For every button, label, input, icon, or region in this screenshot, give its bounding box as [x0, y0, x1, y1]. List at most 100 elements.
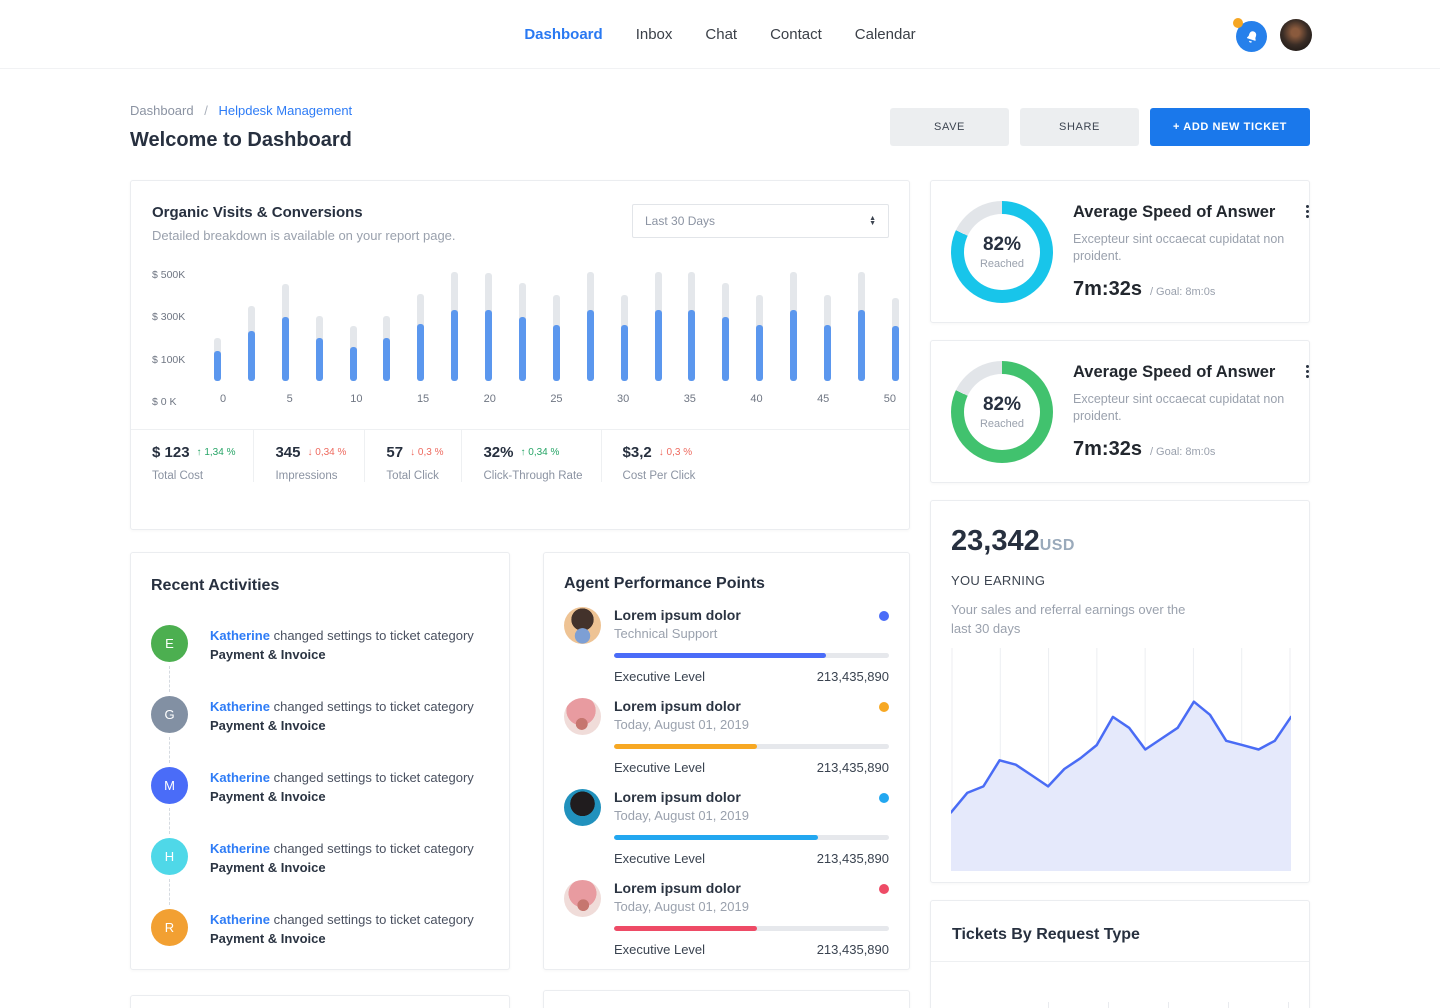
- avg-speed-card-cyan: 82% Reached Average Speed of Answer Exce…: [930, 180, 1310, 323]
- stat-delta: ↓ 0,34 %: [307, 447, 347, 458]
- activity-category: Payment & Invoice: [210, 931, 326, 946]
- bar: [383, 316, 391, 381]
- stat-value: $ 123: [152, 444, 190, 461]
- kebab-menu-icon[interactable]: [1304, 203, 1311, 220]
- agent-name: Lorem ipsum dolor: [614, 698, 741, 714]
- stat-label: Total Click: [386, 470, 439, 482]
- agent-points: 213,435,890: [816, 760, 889, 775]
- earnings-amount: 23,342: [951, 525, 1040, 557]
- progress-bar: [614, 926, 889, 931]
- speed-goal: / Goal: 8m:0s: [1149, 446, 1216, 458]
- stat-label: Cost Per Click: [622, 470, 696, 482]
- activity-user-link[interactable]: Katherine: [210, 770, 270, 785]
- agent-name: Lorem ipsum dolor: [614, 880, 741, 896]
- bar: [857, 272, 865, 381]
- avatar: [564, 880, 601, 917]
- avg-speed-card-green: 82% Reached Average Speed of Answer Exce…: [930, 340, 1310, 483]
- stat-value: 32%: [483, 444, 514, 461]
- breadcrumb-helpdesk[interactable]: Helpdesk Management: [218, 103, 353, 118]
- nav-dashboard[interactable]: Dashboard: [524, 25, 603, 43]
- breadcrumb: Dashboard / Helpdesk Management: [130, 103, 352, 118]
- speed-value: 7m:32s: [1073, 278, 1142, 300]
- agent-subtitle: Today, August 01, 2019: [614, 899, 749, 914]
- bar: [586, 272, 594, 381]
- organic-stats-row: $ 123 ↑ 1,34 % Total Cost 345 ↓ 0,34 % I…: [131, 429, 909, 482]
- list-item: H Katherine changed settings to ticket c…: [151, 838, 489, 905]
- period-dropdown[interactable]: Last 30 Days ▲ ▼: [632, 204, 889, 238]
- agent-name: Lorem ipsum dolor: [614, 607, 741, 623]
- bar: [688, 272, 696, 381]
- stat-delta: ↑ 1,34 %: [196, 447, 236, 458]
- bar: [349, 326, 357, 381]
- card-title: Tickets By Request Type: [952, 926, 1140, 943]
- progress-bar: [614, 653, 889, 658]
- activity-user-link[interactable]: Katherine: [210, 841, 270, 856]
- divider: [931, 961, 1309, 962]
- avatar: G: [151, 696, 188, 733]
- bar: [620, 294, 628, 381]
- add-new-ticket-button[interactable]: + ADD NEW TICKET: [1150, 108, 1310, 146]
- activity-text: Katherine changed settings to ticket cat…: [210, 841, 474, 875]
- share-button[interactable]: SHARE: [1020, 108, 1139, 146]
- list-item: E Katherine changed settings to ticket c…: [151, 625, 489, 692]
- organic-x-labels: 0 5 10 15 20 25 30 35 40 45 50: [219, 393, 896, 405]
- page-actions: SAVE SHARE + ADD NEW TICKET: [890, 108, 1310, 152]
- stat-value: 57: [386, 444, 404, 461]
- earnings-line-chart: [951, 648, 1291, 871]
- breadcrumb-dashboard[interactable]: Dashboard: [130, 103, 194, 118]
- organic-y-labels: $ 500K $ 300K $ 100K $ 0 K: [152, 269, 186, 408]
- stat-total-cost: $ 123 ↑ 1,34 % Total Cost: [131, 430, 253, 482]
- donut-reached-label: Reached: [979, 258, 1025, 270]
- list-item: R Katherine changed settings to ticket c…: [151, 909, 489, 948]
- status-dot: [879, 793, 889, 803]
- nav-contact[interactable]: Contact: [770, 25, 822, 43]
- bar: [315, 316, 323, 381]
- activity-text: Katherine changed settings to ticket cat…: [210, 699, 474, 733]
- kebab-menu-icon[interactable]: [1304, 363, 1311, 380]
- nav-chat[interactable]: Chat: [705, 25, 738, 43]
- earnings-description: Your sales and referral earnings over th…: [951, 602, 1186, 636]
- stat-cost-per-click: $3,2 ↓ 0,3 % Cost Per Click: [600, 430, 714, 482]
- progress-bar: [614, 744, 889, 749]
- activity-user-link[interactable]: Katherine: [210, 628, 270, 643]
- speed-value: 7m:32s: [1073, 438, 1142, 460]
- stat-value: $3,2: [622, 444, 652, 461]
- notifications-button[interactable]: [1233, 18, 1267, 52]
- donut-percent: 82%: [982, 234, 1022, 255]
- bar: [214, 337, 221, 381]
- card-title: Average Speed of Answer: [1073, 203, 1276, 221]
- earnings-label: YOU EARNING: [951, 573, 1046, 588]
- list-item: M Katherine changed settings to ticket c…: [151, 767, 489, 834]
- agent-subtitle: Technical Support: [614, 626, 718, 641]
- activity-category: Payment & Invoice: [210, 718, 326, 733]
- agent-subtitle: Today, August 01, 2019: [614, 717, 749, 732]
- activity-user-link[interactable]: Katherine: [210, 912, 270, 927]
- stat-value: 345: [275, 444, 301, 461]
- nav-inbox[interactable]: Inbox: [635, 25, 673, 43]
- activity-user-link[interactable]: Katherine: [210, 699, 270, 714]
- notification-badge-dot: [1233, 18, 1243, 28]
- agent-level-label: Executive Level: [614, 669, 706, 684]
- donut-reached-label: Reached: [979, 418, 1025, 430]
- agent-name: Lorem ipsum dolor: [614, 789, 741, 805]
- stat-total-click: 57 ↓ 0,3 % Total Click: [364, 430, 461, 482]
- card-description: Excepteur sint occaecat cupidatat non pr…: [1073, 392, 1285, 423]
- avatar: E: [151, 625, 188, 662]
- partial-card: [543, 990, 910, 1008]
- activity-list: E Katherine changed settings to ticket c…: [151, 625, 489, 948]
- page-head: Dashboard / Helpdesk Management Welcome …: [130, 103, 1310, 152]
- bar: [485, 273, 493, 381]
- stat-label: Impressions: [275, 470, 338, 482]
- nav-calendar[interactable]: Calendar: [854, 25, 916, 43]
- save-button[interactable]: SAVE: [890, 108, 1009, 146]
- agent-level-label: Executive Level: [614, 851, 706, 866]
- stat-delta: ↓ 0,3 %: [410, 447, 444, 458]
- stat-delta: ↓ 0,3 %: [658, 447, 693, 458]
- organic-title: Organic Visits & Conversions: [152, 204, 363, 221]
- user-avatar[interactable]: [1280, 19, 1312, 51]
- bar: [247, 305, 255, 381]
- bar: [722, 283, 730, 381]
- bar: [824, 294, 832, 381]
- avatar: [564, 698, 601, 735]
- bar: [552, 294, 560, 381]
